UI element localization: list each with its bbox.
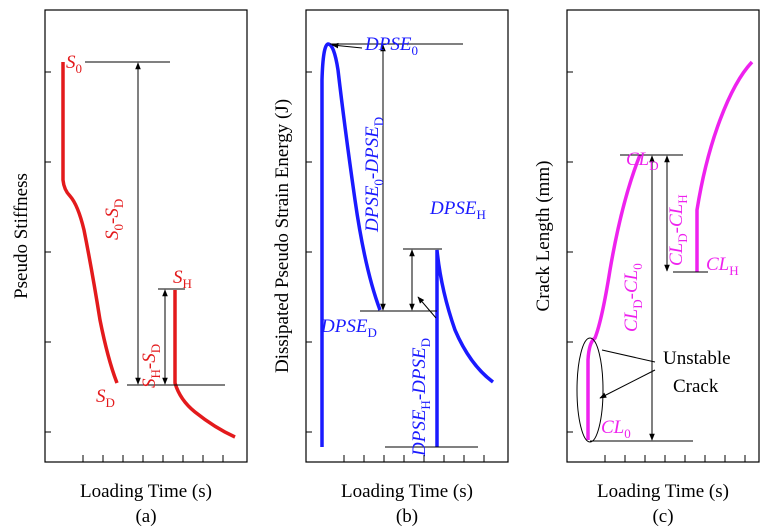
annotation-part: H — [675, 194, 690, 203]
annotation-part: - — [621, 293, 642, 299]
arrow — [331, 42, 363, 49]
y-axis-label: Dissipated Pseudo Strain Energy (J) — [272, 99, 293, 373]
annotation: S0-SD — [102, 199, 126, 240]
annotation-part: D — [111, 199, 126, 208]
annotation: SD — [96, 386, 115, 410]
annotation-part: D — [630, 299, 645, 308]
annotation-part: DPSE — [364, 34, 412, 55]
annotation-part: H — [418, 400, 433, 409]
annotation-part: CL — [621, 309, 642, 332]
panel-frame — [566, 9, 760, 463]
annotation-part: 0 — [111, 224, 126, 231]
annotation: DPSED — [320, 316, 377, 340]
ticks — [45, 71, 746, 462]
x-axis-label: Loading Time (s) — [341, 481, 473, 502]
y-axis-label: Crack Length (mm) — [533, 161, 554, 312]
annotation-part: CL — [621, 270, 642, 293]
annotation-part: S — [96, 386, 106, 407]
caption: (a) — [135, 506, 156, 527]
annotation: SH-SD — [139, 344, 163, 388]
arrow — [599, 369, 656, 399]
annotation-part: CL — [666, 204, 687, 227]
annotation: DPSE0 — [364, 34, 418, 58]
annotation-part: D — [675, 233, 690, 242]
panel-frame — [305, 9, 509, 463]
leader — [601, 349, 656, 363]
curve — [61, 62, 119, 384]
curve — [586, 154, 642, 440]
annotation-part: D — [649, 158, 658, 173]
curve — [435, 249, 495, 447]
annotation-part: 0 — [411, 43, 418, 58]
annotation: Unstable — [663, 348, 731, 369]
x-axis-label: Loading Time (s) — [597, 481, 729, 502]
annotation-part: DPSE — [409, 347, 430, 395]
annotation-part: CL — [666, 243, 687, 266]
annotation: Crack — [673, 376, 719, 397]
curve — [320, 42, 382, 447]
annotation: CL0 — [601, 417, 631, 441]
annotation-part: H — [729, 263, 738, 278]
annotation-part: H — [476, 207, 485, 222]
annotation-part: DPSE — [362, 126, 383, 174]
annotation-part: - — [666, 227, 687, 233]
annotation-part: S — [102, 208, 123, 218]
annotation-part: DPSE — [320, 316, 368, 337]
annotation-part: Crack — [673, 376, 719, 397]
annotation: CLD-CL0 — [621, 263, 645, 332]
annotation-part: D — [148, 344, 163, 353]
annotation-part: DPSE — [362, 185, 383, 233]
ellipse — [576, 337, 604, 443]
annotation-part: H — [183, 276, 192, 291]
annotation-part: - — [139, 363, 160, 369]
annotation-part: 0 — [624, 426, 631, 441]
annotation-part: 0 — [371, 179, 386, 186]
annotation: S0 — [66, 52, 82, 76]
annotation-part: DPSE — [409, 409, 430, 457]
annotation-part: H — [148, 369, 163, 378]
annotation-part: S — [66, 52, 76, 73]
annotation-part: S — [139, 378, 160, 388]
x-axis-label: Loading Time (s) — [80, 481, 212, 502]
annotation: DPSEH-DPSED — [409, 338, 433, 457]
annotation: DPSE0-DPSED — [362, 117, 386, 233]
annotation: CLD-CLH — [666, 194, 690, 266]
annotation: DPSEH — [429, 198, 486, 222]
annotation-part: 0 — [630, 263, 645, 270]
annotation-part: CL — [626, 149, 649, 170]
annotation-part: - — [409, 394, 430, 400]
annotation-part: 0 — [76, 61, 83, 76]
annotation: CLD — [626, 149, 659, 173]
curve — [695, 60, 754, 272]
panel-frame — [44, 9, 248, 463]
annotation-part: D — [106, 395, 115, 410]
annotation-part: DPSE — [429, 198, 477, 219]
annotation-part: CL — [706, 254, 729, 275]
annotation-part: S — [102, 230, 123, 240]
annotation-part: D — [418, 338, 433, 347]
caption: (c) — [652, 506, 673, 527]
arrow — [417, 296, 437, 319]
annotation-part: CL — [601, 417, 624, 438]
y-axis-label: Pseudo Stiffness — [11, 173, 32, 299]
annotation-part: Unstable — [663, 348, 731, 369]
annotation: CLH — [706, 254, 739, 278]
annotation: SH — [173, 267, 192, 291]
annotation-part: D — [371, 117, 386, 126]
annotation-part: D — [367, 325, 376, 340]
annotation-part: S — [173, 267, 183, 288]
curve — [173, 290, 236, 439]
annotation-part: - — [102, 218, 123, 224]
annotation-part: - — [362, 173, 383, 179]
annotation-part: S — [139, 353, 160, 363]
caption: (b) — [396, 506, 418, 527]
